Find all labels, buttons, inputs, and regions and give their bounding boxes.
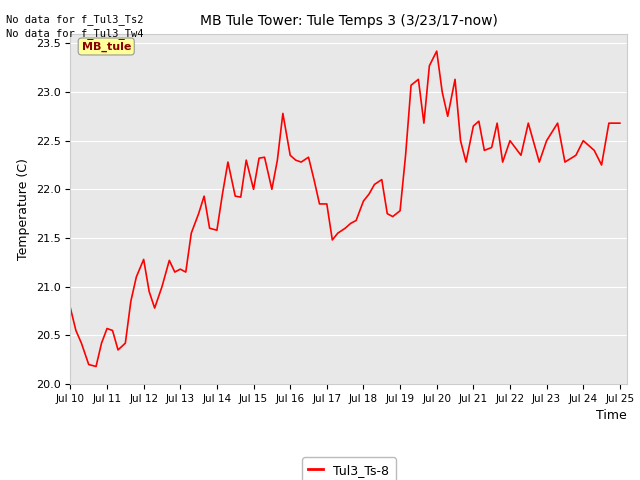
- Text: No data for f_Tul3_Tw4: No data for f_Tul3_Tw4: [6, 28, 144, 39]
- Y-axis label: Temperature (C): Temperature (C): [17, 158, 30, 260]
- Text: No data for f_Tul3_Ts2: No data for f_Tul3_Ts2: [6, 13, 144, 24]
- Text: MB_tule: MB_tule: [81, 41, 131, 52]
- X-axis label: Time: Time: [596, 409, 627, 422]
- Title: MB Tule Tower: Tule Temps 3 (3/23/17-now): MB Tule Tower: Tule Temps 3 (3/23/17-now…: [200, 14, 498, 28]
- Legend: Tul3_Ts-8: Tul3_Ts-8: [302, 457, 396, 480]
